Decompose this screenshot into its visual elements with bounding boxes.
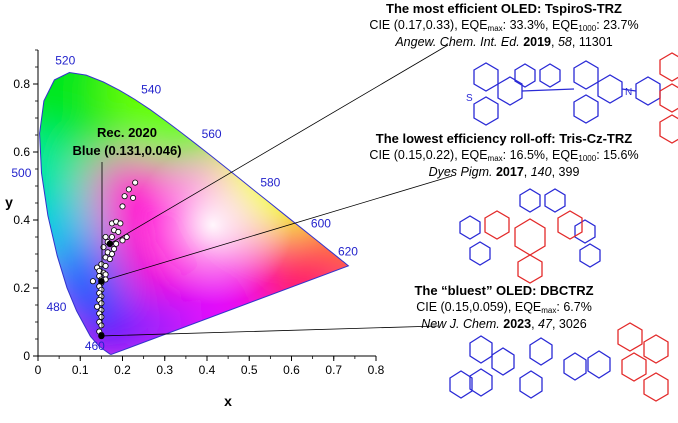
rec2020-label-line2: Blue (0.131,0.046) (72, 143, 181, 158)
data-point (115, 228, 122, 235)
annotation-title: The most efficient OLED: TspiroS-TRZ (386, 1, 622, 16)
data-point (108, 233, 115, 240)
x-tick-label: 0.3 (156, 363, 173, 377)
data-point (94, 303, 101, 310)
annotation-cie: CIE (0.17,0.33), EQEmax: 33.3%, EQE1000:… (369, 18, 639, 33)
data-point (102, 262, 109, 269)
annotation-dbctrz: The “bluest” OLED: DBCTRZ CIE (0.15,0.05… (330, 283, 678, 333)
wavelength-label: 500 (11, 166, 31, 180)
wavelength-label: 580 (260, 175, 280, 189)
x-tick-label: 0.4 (199, 363, 216, 377)
leader-line (109, 44, 449, 245)
y-axis-title: y (5, 194, 13, 210)
x-tick-label: 0 (35, 363, 42, 377)
highlighted-point (98, 278, 105, 285)
annotation-title: The lowest efficiency roll-off: Tris-Cz-… (375, 131, 633, 146)
y-tick-label: 0 (23, 349, 30, 363)
y-tick-label: 0.8 (13, 77, 30, 91)
wavelength-label: 460 (85, 339, 105, 353)
data-point (123, 233, 130, 240)
nitrogen-atom-label: N (625, 87, 632, 98)
data-point (117, 220, 124, 227)
data-point (119, 203, 126, 210)
data-point (111, 245, 118, 252)
leader-lines (101, 44, 453, 337)
annotation-cie: CIE (0.15,0.22), EQEmax: 16.5%, EQE1000:… (369, 148, 639, 163)
data-point (106, 256, 113, 263)
spectral-locus (39, 71, 350, 355)
y-tick-label: 0.6 (13, 145, 30, 159)
leader-line (101, 175, 453, 282)
molecule-tspiros-trz: S N (466, 52, 678, 144)
x-tick-label: 0.2 (114, 363, 131, 377)
wavelength-label: 520 (55, 53, 75, 67)
x-tick-label: 0.7 (325, 363, 342, 377)
data-point (98, 300, 105, 307)
highlighted-point (106, 240, 114, 247)
wavelength-label: 480 (46, 300, 66, 314)
x-tick-label: 0.6 (283, 363, 300, 377)
leader-line (101, 325, 439, 337)
rec2020-label-line1: Rec. 2020 (97, 125, 157, 140)
data-point (125, 186, 132, 193)
annotation-cie: CIE (0.15,0.059), EQEmax: 6.7% (416, 300, 592, 315)
y-tick-label: 0.4 (13, 213, 30, 227)
annotation-citation: New J. Chem. 2023, 47, 3026 (421, 317, 587, 331)
wavelength-label: 560 (202, 127, 222, 141)
wavelength-label: 600 (311, 217, 331, 231)
x-tick-label: 0.1 (72, 363, 89, 377)
wavelength-labels: 460 480 500 520 540 560 580 600 620 (11, 53, 358, 352)
wavelength-label: 620 (338, 244, 358, 258)
annotation-title: The “bluest” OLED: DBCTRZ (414, 283, 594, 298)
data-point (102, 233, 109, 240)
data-point (119, 237, 126, 244)
annotation-tspiros-trz: The most efficient OLED: TspiroS-TRZ CIE… (330, 1, 678, 51)
y-tick-label: 0.2 (13, 281, 30, 295)
molecule-tris-cz-trz (459, 188, 601, 284)
data-point (98, 313, 105, 320)
wavelength-label: 540 (141, 83, 161, 97)
axes: 0 0.1 0.2 0.3 0.4 0.5 0.6 0.7 0.8 0 0.2 0.4 0.6 0.8 (13, 49, 385, 377)
data-point (89, 278, 96, 285)
data-point (108, 250, 115, 257)
annotation-tris-cz-trz: The lowest efficiency roll-off: Tris-Cz-… (330, 131, 678, 181)
data-point (130, 194, 137, 201)
annotation-citation: Angew. Chem. Int. Ed. 2019, 58, 11301 (395, 35, 613, 49)
sulfur-atom-label: S (466, 93, 473, 104)
data-point (132, 179, 139, 186)
data-point (102, 271, 109, 278)
molecule-dbctrz (449, 322, 669, 402)
highlighted-point (98, 332, 105, 340)
x-axis-title: x (224, 393, 232, 409)
x-tick-label: 0.5 (241, 363, 258, 377)
data-point (121, 193, 128, 200)
annotation-citation: Dyes Pigm. 2017, 140, 399 (428, 165, 580, 179)
data-point (98, 322, 105, 329)
data-point (113, 240, 120, 247)
x-tick-label: 0.8 (368, 363, 385, 377)
